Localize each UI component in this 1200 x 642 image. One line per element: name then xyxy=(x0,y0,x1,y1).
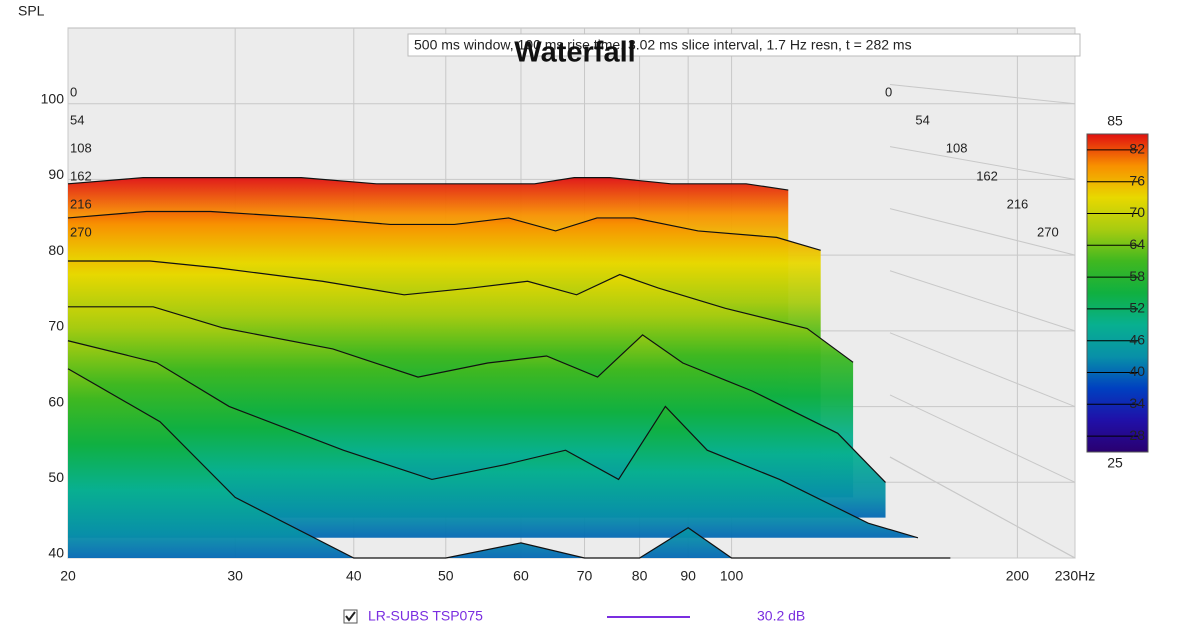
time-tick-label: 0 xyxy=(885,84,892,99)
time-tick-label: 0 xyxy=(70,84,77,99)
slice-line xyxy=(68,260,854,363)
slice-line xyxy=(68,306,886,483)
depth-line xyxy=(889,208,1076,256)
colorbar-tick-label: 52 xyxy=(1129,300,1145,316)
y-tick-label: 50 xyxy=(48,469,64,485)
slice-line xyxy=(67,177,789,191)
colorbar xyxy=(1086,133,1149,453)
time-tick-label: 216 xyxy=(70,196,92,211)
slice-line xyxy=(67,210,821,251)
legend-name[interactable]: LR-SUBS TSP075 xyxy=(368,608,483,624)
colorbar-tick-label: 28 xyxy=(1129,427,1145,443)
x-tick-label: 100 xyxy=(720,568,744,584)
slice-line xyxy=(67,340,919,539)
colorbar-tick-label: 46 xyxy=(1129,331,1145,347)
info-box xyxy=(407,33,1081,57)
x-tick-label: 40 xyxy=(346,568,362,584)
colorbar-tick-label: 82 xyxy=(1129,141,1145,157)
y-tick-label: 40 xyxy=(48,545,64,561)
depth-line xyxy=(889,146,1076,180)
time-tick-label: 108 xyxy=(70,140,92,155)
x-tick-label: 80 xyxy=(632,568,648,584)
y-tick-label: 90 xyxy=(48,166,64,182)
time-tick-label: 162 xyxy=(976,168,998,183)
slice-fill xyxy=(68,368,951,558)
subtitle: 500 ms window, 100 ms rise time, 3.02 ms… xyxy=(414,37,912,53)
time-tick-label: 54 xyxy=(915,112,929,127)
x-tick-label: 50 xyxy=(438,568,454,584)
colorbar-tick-label: 76 xyxy=(1129,172,1145,188)
depth-line xyxy=(889,394,1076,483)
x-tick-label: 20 xyxy=(60,568,76,584)
depth-line xyxy=(889,270,1076,332)
depth-line xyxy=(889,456,1076,559)
colorbar-tick-label: 34 xyxy=(1129,395,1145,411)
y-axis-label: SPL xyxy=(18,3,45,19)
time-tick-label: 216 xyxy=(1007,196,1029,211)
time-tick-label: 270 xyxy=(70,224,92,239)
y-tick-label: 70 xyxy=(48,318,64,334)
colorbar-max: 85 xyxy=(1107,113,1123,129)
check-mark xyxy=(345,611,356,622)
y-tick-label: 60 xyxy=(48,393,64,409)
time-tick-label: 54 xyxy=(70,112,84,127)
slice-line xyxy=(67,368,951,559)
slice-fill xyxy=(68,340,918,538)
colorbar-tick-label: 58 xyxy=(1129,268,1145,284)
x-tick-label: 60 xyxy=(513,568,529,584)
x-tick-label: 30 xyxy=(227,568,243,584)
x-tick-label: 70 xyxy=(577,568,593,584)
time-tick-label: 108 xyxy=(946,140,968,155)
colorbar-min: 25 xyxy=(1107,455,1123,471)
depth-line xyxy=(889,83,1076,105)
depth-line xyxy=(889,332,1076,408)
x-tick-label: 200 xyxy=(1006,568,1030,584)
y-tick-label: 80 xyxy=(48,242,64,258)
chart-title: Waterfall xyxy=(514,37,635,69)
time-tick-label: 162 xyxy=(70,168,92,183)
x-tick-label: 230Hz xyxy=(1055,568,1095,584)
colorbar-tick-label: 40 xyxy=(1129,363,1145,379)
time-tick-label: 270 xyxy=(1037,224,1059,239)
colorbar-tick-label: 70 xyxy=(1129,204,1145,220)
y-tick-label: 100 xyxy=(41,90,65,106)
x-tick-label: 90 xyxy=(680,568,696,584)
legend-value: 30.2 dB xyxy=(757,608,805,624)
colorbar-tick-label: 64 xyxy=(1129,236,1145,252)
